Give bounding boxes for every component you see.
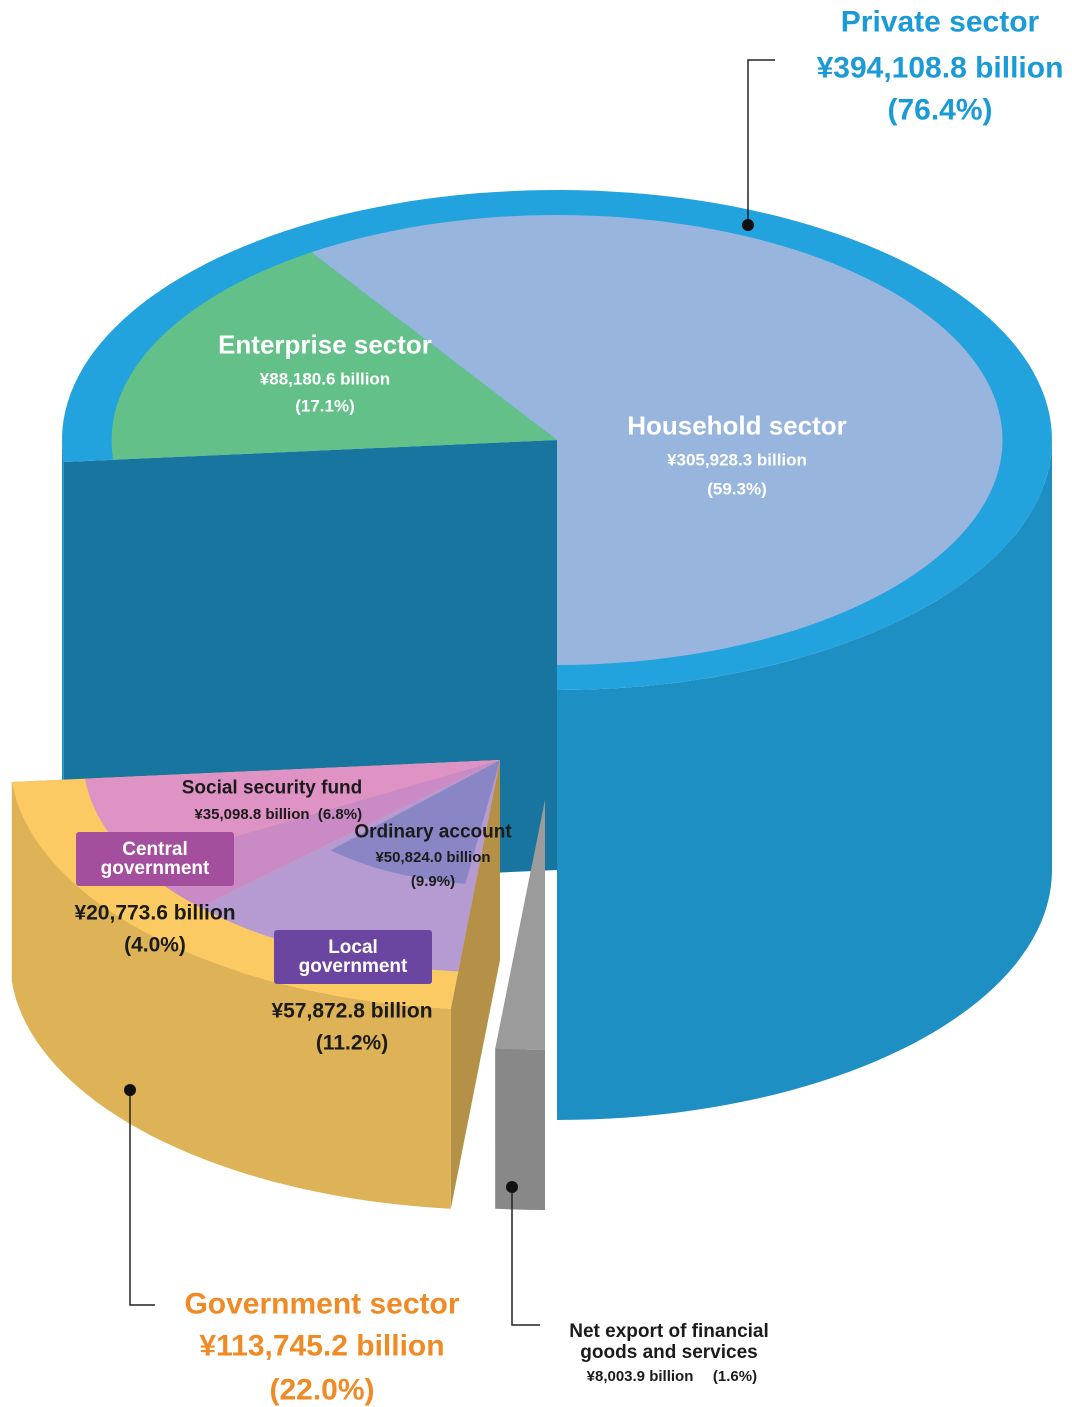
segment-percent: (22.0%) xyxy=(269,1373,375,1407)
part-name-box: Local government xyxy=(274,930,432,984)
part-name: Social security fund xyxy=(181,777,363,799)
leader-line xyxy=(511,1187,540,1326)
segment-name: Net export of financial goods and servic… xyxy=(569,1321,769,1363)
slice-side xyxy=(557,440,1052,1120)
part-value: ¥20,773.6 billion xyxy=(74,901,236,925)
leader-line xyxy=(129,1090,155,1306)
part-value: ¥57,872.8 billion xyxy=(271,999,433,1023)
segment-percent: (1.6%) xyxy=(712,1367,758,1385)
part-percent: (4.0%) xyxy=(124,933,186,957)
segment-name: Government sector xyxy=(184,1287,460,1321)
leader-lines xyxy=(129,59,775,1326)
part-name: Enterprise sector xyxy=(218,329,432,360)
part-percent: (17.1%) xyxy=(295,396,355,416)
part-value: ¥88,180.6 billion xyxy=(259,369,391,389)
part-name: Household sector xyxy=(627,410,847,441)
slice-side xyxy=(11,782,451,1209)
segment-name: Private sector xyxy=(840,5,1040,39)
leader-dot xyxy=(124,1084,136,1096)
segment-value: ¥8,003.9 billion xyxy=(586,1367,694,1385)
part-percent: (11.2%) xyxy=(315,1031,389,1055)
part-percent: (9.9%) xyxy=(410,872,456,890)
slices xyxy=(11,190,1053,1210)
part-name: Ordinary account xyxy=(354,821,512,843)
segment-value: ¥113,745.2 billion xyxy=(199,1329,445,1363)
part-percent: (59.3%) xyxy=(707,479,767,499)
part-value: ¥35,098.8 billion xyxy=(194,805,310,823)
leader-dot xyxy=(742,219,754,231)
part-name-box: Central government xyxy=(76,832,234,886)
segment-value: ¥394,108.8 billion xyxy=(816,51,1064,85)
sub-slice xyxy=(311,215,1003,665)
leader-dot xyxy=(506,1181,518,1193)
leader-dots xyxy=(124,219,754,1193)
segment-percent: (76.4%) xyxy=(887,93,993,127)
sub-slice xyxy=(111,252,557,460)
part-percent: (6.8%) xyxy=(317,805,363,823)
slice-side xyxy=(62,440,64,892)
part-value: ¥305,928.3 billion xyxy=(667,450,807,470)
leader-line xyxy=(747,59,775,225)
slice-side xyxy=(495,1048,545,1210)
inner-slice xyxy=(330,760,500,884)
part-value: ¥50,824.0 billion xyxy=(375,848,491,866)
slice xyxy=(495,800,545,1050)
cut-face xyxy=(450,760,500,1209)
